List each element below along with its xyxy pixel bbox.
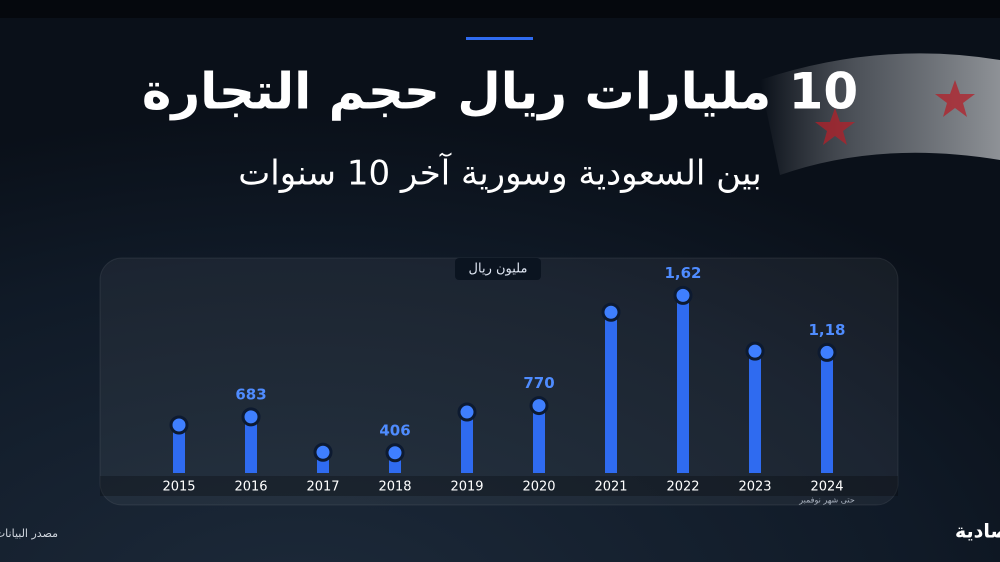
bar xyxy=(533,405,545,473)
x-tick-label: 2023 xyxy=(738,480,771,495)
x-tick-label: 2018 xyxy=(378,480,411,495)
brand-logo: الاقتصادية xyxy=(955,521,1000,543)
bar-cap xyxy=(745,341,765,361)
subtitle: بين السعودية وسورية آخر 10 سنوات xyxy=(238,153,761,194)
x-tick-label: 2015 xyxy=(162,480,195,495)
source: مصدر البيانات: وزارة الاستثمار xyxy=(0,527,58,540)
title: 10 مليارات ريال حجم التجارة xyxy=(142,63,858,121)
value-label: 770 xyxy=(523,374,554,392)
x-tick-label: 2024 xyxy=(810,480,843,495)
unit-label: مليون ريال xyxy=(469,262,528,277)
bar-cap xyxy=(817,342,837,362)
bar-cap xyxy=(313,442,333,462)
x-tick-label: 2017 xyxy=(306,480,339,495)
value-label: 1,18 xyxy=(808,321,845,339)
value-label: 406 xyxy=(379,421,410,439)
bar xyxy=(245,416,257,473)
value-label: 1,62 xyxy=(664,264,701,282)
x-tick-label: 2021 xyxy=(594,480,627,495)
x-tick-label: 2016 xyxy=(234,480,267,495)
bar xyxy=(461,412,473,473)
bar-cap xyxy=(529,396,549,416)
chart-panel xyxy=(99,257,899,506)
bar xyxy=(821,352,833,473)
axis-band xyxy=(100,476,898,496)
bar xyxy=(749,351,761,473)
flag-decoration xyxy=(760,53,1000,176)
unit-badge xyxy=(455,258,541,280)
bar xyxy=(605,312,617,473)
bar xyxy=(173,425,185,473)
footnote: حتى شهر نوفمبر xyxy=(798,496,855,505)
bar-cap xyxy=(601,302,621,322)
bar-cap xyxy=(169,415,189,435)
bar-cap xyxy=(241,407,261,427)
bar-cap xyxy=(457,402,477,422)
flag-stars xyxy=(815,80,975,145)
x-tick-label: 2022 xyxy=(666,480,699,495)
value-label: 683 xyxy=(235,385,266,403)
bar xyxy=(677,295,689,473)
accent-line xyxy=(466,37,533,40)
top-strip xyxy=(0,0,1000,18)
bar-cap xyxy=(673,285,693,305)
x-tick-label: 2020 xyxy=(522,480,555,495)
x-tick-label: 2019 xyxy=(450,480,483,495)
bar-cap xyxy=(385,443,405,463)
